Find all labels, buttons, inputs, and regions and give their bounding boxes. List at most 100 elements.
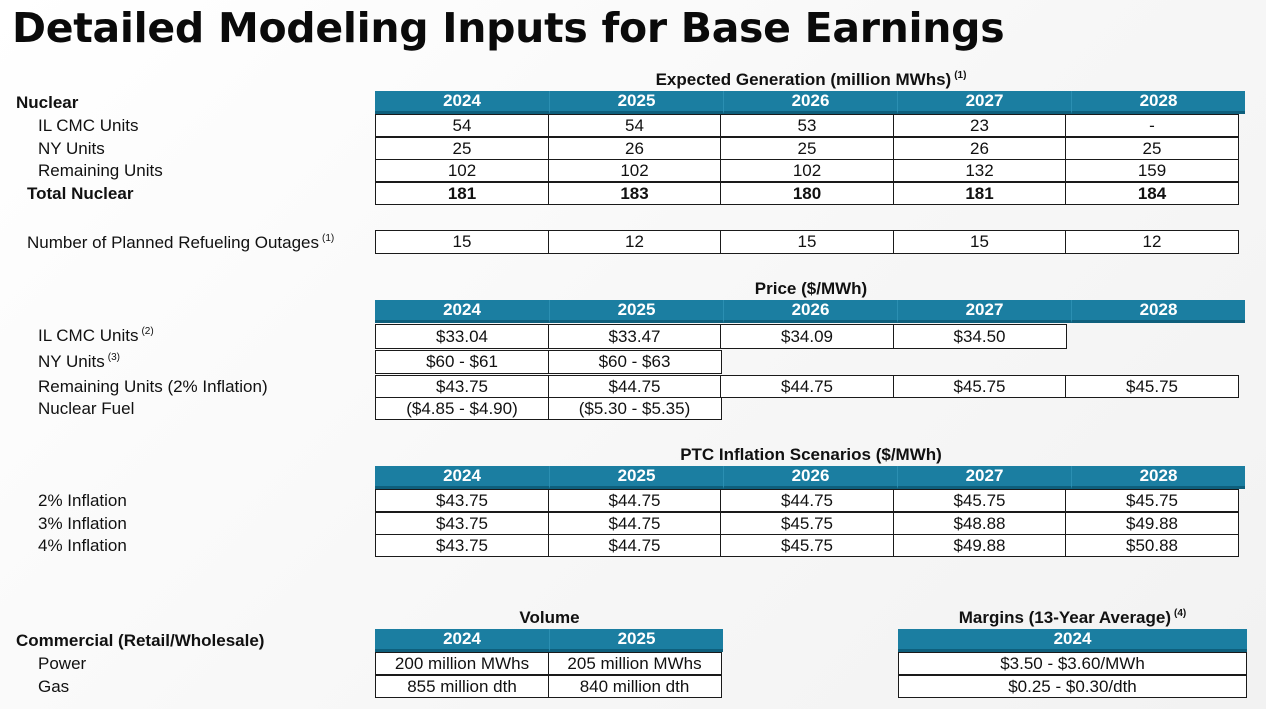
price-year-header: 2024 2025 2026 2027 2028	[375, 300, 1245, 323]
table-cell: 855 million dth	[375, 675, 549, 698]
table-cell: $49.88	[892, 534, 1067, 557]
year-header-cell: 2026	[723, 300, 897, 323]
table-row: 855 million dth 840 million dth	[375, 675, 722, 698]
table-cell: 205 million MWhs	[547, 652, 722, 675]
table-cell: $45.75	[720, 512, 894, 535]
nuclear-group-label: Nuclear	[16, 93, 79, 112]
table-cell: $43.75	[375, 489, 549, 512]
year-header-cell: 2025	[549, 629, 723, 652]
table-cell: 181	[892, 182, 1067, 205]
ptc-year-header: 2024 2025 2026 2027 2028	[375, 466, 1245, 489]
row-label: Remaining Units (2% Inflation)	[38, 377, 268, 396]
row-label: IL CMC Units	[38, 116, 139, 135]
year-header-cell: 2026	[723, 466, 897, 489]
generation-year-header: 2024 2025 2026 2027 2028	[375, 91, 1245, 114]
table-cell: 25	[720, 137, 894, 160]
total-nuclear-label: Total Nuclear	[27, 184, 134, 203]
margins-year-header: 2024	[898, 629, 1247, 652]
row-label: Gas	[38, 677, 70, 696]
table-cell: $45.75	[720, 534, 894, 557]
table-cell: 102	[547, 159, 722, 182]
price-heading: Price ($/MWh)	[754, 279, 868, 298]
table-row: $60 - $61 $60 - $63	[375, 350, 722, 374]
year-header-cell: 2024	[375, 91, 549, 114]
table-row: $43.75 $44.75 $44.75 $45.75 $45.75	[375, 375, 1239, 398]
table-cell: $44.75	[547, 489, 722, 512]
table-cell: 25	[375, 137, 549, 160]
table-cell: 54	[547, 114, 722, 137]
row-label: 3% Inflation	[38, 514, 127, 533]
volume-heading: Volume	[519, 608, 580, 627]
table-cell: $43.75	[375, 534, 549, 557]
year-header-cell: 2027	[897, 466, 1071, 489]
table-row: $43.75 $44.75 $45.75 $48.88 $49.88	[375, 512, 1239, 535]
year-header-cell: 2024	[375, 300, 549, 323]
table-cell: $44.75	[547, 375, 722, 398]
outages-label: Number of Planned Refueling Outages (1)	[27, 233, 335, 252]
table-cell: 15	[375, 230, 549, 254]
row-label: 2% Inflation	[38, 491, 127, 510]
table-cell: 180	[720, 182, 894, 205]
row-label: Remaining Units	[38, 161, 163, 180]
year-header-cell: 2026	[723, 91, 897, 114]
table-cell: $44.75	[547, 534, 722, 557]
page-title: Detailed Modeling Inputs for Base Earnin…	[12, 4, 1005, 52]
table-cell: 15	[720, 230, 894, 254]
table-cell: 12	[547, 230, 722, 254]
table-cell: $45.75	[1065, 375, 1239, 398]
table-cell: $60 - $61	[375, 350, 549, 374]
table-cell: 23	[892, 114, 1067, 137]
table-cell: $48.88	[892, 512, 1067, 535]
total-row: 181 183 180 181 184	[375, 182, 1239, 205]
table-cell: 25	[1065, 137, 1239, 160]
table-cell: 132	[892, 159, 1067, 182]
table-row: ($4.85 - $4.90) ($5.30 - $5.35)	[375, 397, 722, 420]
table-cell: 181	[375, 182, 549, 205]
table-cell: 54	[375, 114, 549, 137]
margins-heading: Margins (13-Year Average) (4)	[958, 608, 1187, 627]
year-header-cell: 2028	[1071, 91, 1245, 114]
year-header-cell: 2025	[549, 91, 723, 114]
table-cell: $34.09	[720, 324, 894, 349]
table-cell: -	[1065, 114, 1239, 137]
row-label: NY Units	[38, 139, 105, 158]
table-cell: $33.04	[375, 324, 549, 349]
generation-heading: Expected Generation (million MWhs) (1)	[655, 70, 967, 89]
table-row: 102 102 102 132 159	[375, 159, 1239, 182]
table-cell: 102	[375, 159, 549, 182]
row-label: IL CMC Units (2)	[38, 326, 154, 345]
table-row: $3.50 - $3.60/MWh	[898, 652, 1247, 675]
volume-year-header: 2024 2025	[375, 629, 723, 652]
year-header-cell: 2025	[549, 300, 723, 323]
table-row: $43.75 $44.75 $44.75 $45.75 $45.75	[375, 489, 1239, 512]
year-header-cell: 2024	[375, 466, 549, 489]
table-cell: 102	[720, 159, 894, 182]
table-cell: 184	[1065, 182, 1239, 205]
table-cell: $44.75	[720, 375, 894, 398]
table-cell: $3.50 - $3.60/MWh	[898, 652, 1247, 675]
table-row: $43.75 $44.75 $45.75 $49.88 $50.88	[375, 534, 1239, 557]
table-row: 54 54 53 23 -	[375, 114, 1239, 137]
ptc-heading: PTC Inflation Scenarios ($/MWh)	[680, 445, 942, 464]
year-header-cell: 2027	[897, 300, 1071, 323]
commercial-group-label: Commercial (Retail/Wholesale)	[16, 631, 265, 650]
row-label: NY Units (3)	[38, 352, 120, 371]
table-cell: 53	[720, 114, 894, 137]
table-row: $33.04 $33.47 $34.09 $34.50	[375, 324, 1067, 349]
table-cell: $49.88	[1065, 512, 1239, 535]
table-cell: $34.50	[892, 324, 1067, 349]
table-cell: 15	[892, 230, 1067, 254]
row-label: Power	[38, 654, 87, 673]
table-cell: 26	[892, 137, 1067, 160]
table-cell: $50.88	[1065, 534, 1239, 557]
year-header-cell: 2028	[1071, 300, 1245, 323]
row-label: Nuclear Fuel	[38, 399, 135, 418]
year-header-cell: 2024	[898, 629, 1247, 652]
year-header-cell: 2028	[1071, 466, 1245, 489]
table-cell: $44.75	[547, 512, 722, 535]
table-cell: $43.75	[375, 512, 549, 535]
table-cell: 159	[1065, 159, 1239, 182]
table-row: $0.25 - $0.30/dth	[898, 675, 1247, 698]
table-cell: 840 million dth	[547, 675, 722, 698]
table-cell: 200 million MWhs	[375, 652, 549, 675]
